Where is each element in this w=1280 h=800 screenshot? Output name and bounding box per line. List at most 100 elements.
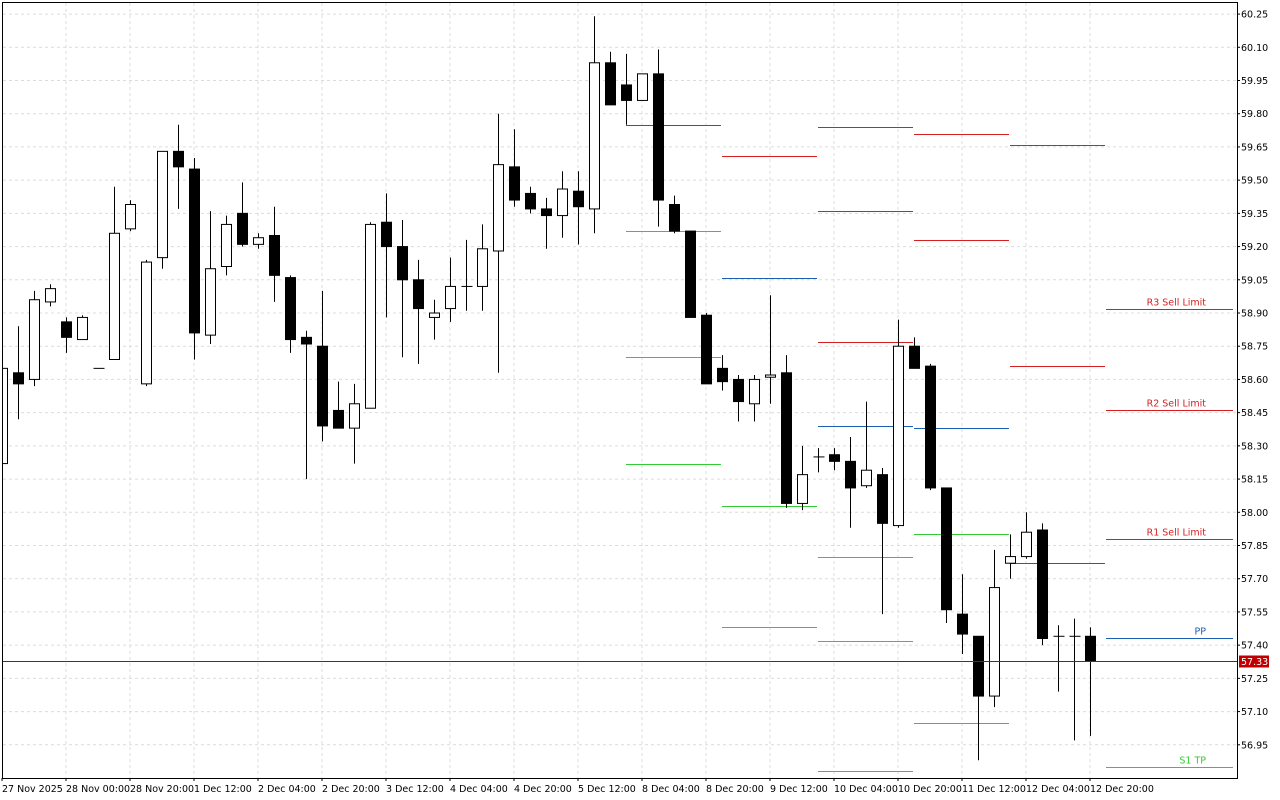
candle-body <box>333 409 344 429</box>
y-tick-label: 58.15 <box>1241 475 1268 486</box>
candle-body <box>157 150 168 259</box>
y-tick-label: 58.90 <box>1241 309 1268 320</box>
candle-body <box>877 474 888 524</box>
y-tick-label: 59.35 <box>1241 209 1268 220</box>
y-tick-label: 60.25 <box>1241 10 1268 21</box>
y-tick-label: 58.30 <box>1241 441 1268 452</box>
x-tick-label: 4 Dec 04:00 <box>450 784 508 795</box>
current-price-label: 57.33 <box>1241 657 1268 668</box>
candle-body <box>381 221 392 248</box>
y-tick-label: 58.00 <box>1241 508 1268 519</box>
candle-body <box>525 192 536 210</box>
candle-body <box>365 223 376 409</box>
candle-body <box>829 454 840 462</box>
plot-area: R3 Sell Limit R2 Sell Limit R1 Sell Limit P… <box>3 16 1237 772</box>
x-tick-label: 3 Dec 12:00 <box>386 784 444 795</box>
y-tick-label: 59.50 <box>1241 176 1268 187</box>
candle-body <box>717 367 728 383</box>
candle-body <box>749 378 760 405</box>
pivot-label: PP <box>1195 627 1207 638</box>
candle-body <box>109 232 120 361</box>
y-tick-label: 57.10 <box>1241 707 1268 718</box>
pivot-label: R2 Sell Limit <box>1147 399 1207 410</box>
candle-body <box>205 268 216 336</box>
candle-body <box>429 312 440 318</box>
candle-body <box>621 84 632 101</box>
candle-body <box>941 487 952 611</box>
y-tick-label: 59.95 <box>1241 76 1268 87</box>
pivot-label: R3 Sell Limit <box>1147 298 1207 309</box>
x-tick-label: 11 Dec 12:00 <box>962 784 1026 795</box>
candle-body <box>925 365 936 489</box>
candle-body <box>397 246 408 281</box>
candle-body <box>669 204 680 232</box>
candle-body <box>189 168 200 334</box>
candle-body <box>269 235 280 276</box>
x-tick-label: 4 Dec 20:00 <box>514 784 572 795</box>
x-tick-label: 9 Dec 12:00 <box>770 784 828 795</box>
y-tick-label: 57.25 <box>1241 674 1268 685</box>
plot-frame <box>2 2 1238 779</box>
current-price-box <box>1239 655 1269 668</box>
pivot-label: S1 TP <box>1179 756 1206 767</box>
candle-body <box>1037 529 1048 639</box>
candle-body <box>29 299 40 380</box>
x-tick-label: 12 Dec 04:00 <box>1026 784 1090 795</box>
x-tick-label: 28 Nov 20:00 <box>130 784 194 795</box>
candle-body <box>573 190 584 208</box>
y-tick-label: 59.80 <box>1241 109 1268 120</box>
candle-body <box>957 613 968 635</box>
candle-body <box>845 460 856 489</box>
candle-body <box>605 62 616 106</box>
candle-body <box>765 374 776 378</box>
candle-body <box>317 345 328 427</box>
candle-body <box>653 73 664 201</box>
candle-body <box>909 345 920 369</box>
candle-body <box>797 474 808 504</box>
x-tick-label: 8 Dec 04:00 <box>642 784 700 795</box>
candle-body <box>13 372 24 385</box>
candle-body <box>701 314 712 385</box>
candle-body <box>413 279 424 310</box>
candle-body <box>973 635 984 697</box>
x-tick-label: 12 Dec 20:00 <box>1090 784 1154 795</box>
candle-body <box>685 230 696 318</box>
y-tick-label: 60.10 <box>1241 43 1268 54</box>
candle-body <box>301 336 312 345</box>
candle-body <box>557 188 568 217</box>
candle-body <box>781 372 792 504</box>
candle-body <box>637 73 648 101</box>
x-tick-label: 28 Nov 00:00 <box>66 784 130 795</box>
y-tick-label: 59.65 <box>1241 142 1268 153</box>
pivot-label: R1 Sell Limit <box>1147 528 1207 539</box>
y-tick-label: 57.55 <box>1241 607 1268 618</box>
candle-body <box>1021 531 1032 558</box>
candle-body <box>541 208 552 217</box>
y-tick-label: 57.85 <box>1241 541 1268 552</box>
y-tick-label: 58.75 <box>1241 342 1268 353</box>
y-tick-label: 56.95 <box>1241 740 1268 751</box>
candle-body <box>893 345 904 527</box>
y-tick-label: 59.20 <box>1241 242 1268 253</box>
candle-body <box>349 403 360 429</box>
candle-body <box>445 285 456 310</box>
y-tick-label: 58.60 <box>1241 375 1268 386</box>
candle-body <box>253 237 264 245</box>
y-tick-label: 58.45 <box>1241 408 1268 419</box>
candle-body <box>141 261 152 385</box>
candle-body <box>1005 556 1016 564</box>
y-tick-label: 59.05 <box>1241 275 1268 286</box>
candle-body <box>861 469 872 487</box>
x-tick-label: 8 Dec 20:00 <box>706 784 764 795</box>
candle-body <box>221 223 232 268</box>
candle-body <box>589 62 600 210</box>
y-tick-label: 57.40 <box>1241 641 1268 652</box>
candle-body <box>3 367 8 465</box>
x-tick-label: 2 Dec 04:00 <box>258 784 316 795</box>
x-tick-label: 10 Dec 20:00 <box>898 784 962 795</box>
candle-body <box>237 212 248 245</box>
candle-body <box>61 321 72 338</box>
candle-body <box>285 277 296 341</box>
